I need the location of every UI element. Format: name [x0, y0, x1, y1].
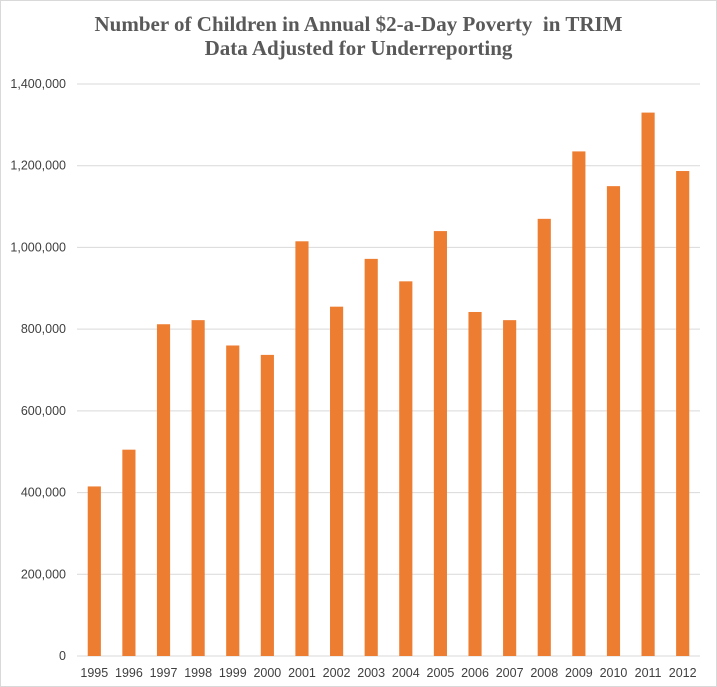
bar	[537, 218, 551, 657]
chart-title: Number of Children in Annual $2-a-Day Po…	[0, 12, 717, 60]
bar	[572, 151, 586, 656]
bar	[156, 324, 171, 656]
x-tick-label: 1998	[184, 666, 212, 680]
x-tick-label: 2001	[288, 666, 316, 680]
x-tick-label: 2012	[669, 666, 697, 680]
y-tick-label: 1,200,000	[10, 159, 66, 173]
x-tick-label: 2005	[427, 666, 455, 680]
y-tick-label: 600,000	[21, 404, 66, 418]
y-tick-label: 0	[59, 649, 66, 663]
bar	[226, 345, 240, 656]
bar	[122, 449, 136, 656]
bar	[330, 306, 344, 656]
x-tick-label: 2002	[323, 666, 351, 680]
bar	[606, 186, 621, 656]
x-tick-label: 2009	[565, 666, 593, 680]
bar	[295, 241, 309, 657]
y-tick-label: 1,000,000	[10, 240, 66, 254]
x-tick-label: 2000	[253, 666, 281, 680]
bar	[503, 320, 517, 656]
x-tick-label: 2008	[530, 666, 558, 680]
x-tick-label: 1999	[219, 666, 247, 680]
bar	[676, 171, 690, 657]
x-tick-label: 2006	[461, 666, 489, 680]
y-tick-label: 200,000	[21, 567, 66, 581]
x-tick-label: 2011	[635, 666, 662, 680]
y-tick-label: 1,400,000	[10, 77, 66, 91]
x-tick-label: 1995	[80, 666, 108, 680]
x-tick-label: 2004	[392, 666, 420, 680]
bar	[468, 311, 482, 656]
chart-title-line2: Data Adjusted for Underreporting	[204, 36, 513, 60]
bar	[641, 112, 655, 657]
bar	[399, 281, 413, 656]
x-tick-label: 2003	[357, 666, 385, 680]
chart-title-line1: Number of Children in Annual $2-a-Day Po…	[94, 12, 623, 36]
bar	[433, 231, 447, 657]
x-tick-label: 1996	[115, 666, 143, 680]
x-tick-label: 1997	[150, 666, 178, 680]
bar	[260, 354, 274, 656]
bar	[87, 486, 101, 656]
y-tick-label: 400,000	[21, 486, 66, 500]
bar	[364, 258, 378, 656]
bar	[191, 320, 205, 656]
x-tick-label: 2010	[600, 666, 628, 680]
x-tick-label: 2007	[496, 666, 524, 680]
y-tick-label: 800,000	[21, 322, 66, 336]
